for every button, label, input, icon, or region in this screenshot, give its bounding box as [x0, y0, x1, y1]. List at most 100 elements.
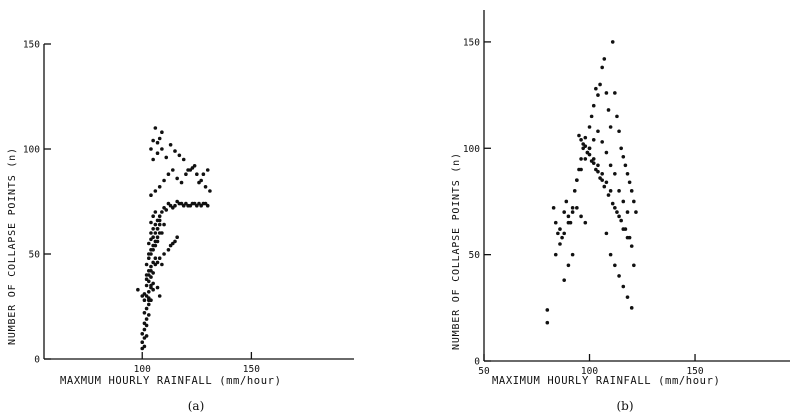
chart-a-point — [146, 241, 151, 246]
chart-b-point — [615, 210, 619, 214]
chart-b-point — [608, 163, 613, 168]
chart-a-point — [162, 178, 166, 183]
chart-b-y-tick-label: 150 — [463, 37, 480, 48]
chart-b-point — [579, 214, 583, 219]
chart-b-point — [617, 129, 621, 134]
chart-b-point — [600, 172, 604, 176]
chart-a-panel-label: (a) — [188, 399, 205, 413]
chart-a-point — [181, 157, 186, 162]
chart-b-point — [587, 152, 592, 157]
chart-a-point — [144, 334, 149, 338]
chart-a-point — [173, 203, 177, 208]
chart-a-point — [157, 218, 162, 223]
chart-b-point — [627, 180, 632, 185]
chart-a-point — [166, 172, 171, 176]
chart-a-point — [195, 172, 199, 176]
chart-b-point — [613, 206, 617, 210]
chart-b-point — [610, 40, 615, 44]
chart-a-x-tick-label: 100 — [134, 364, 151, 375]
chart-a-point — [175, 176, 179, 181]
chart-b-point — [596, 163, 600, 168]
chart-a-point — [157, 256, 162, 261]
chart-a-point — [155, 260, 160, 265]
chart-a-point — [144, 306, 149, 311]
chart-a-point — [149, 264, 153, 269]
chart-a: 0 50 100 150 100 150 MAXMUM HOURLY RAINFALL … — [7, 40, 354, 413]
chart-b-point — [606, 193, 611, 197]
chart-b-point — [591, 137, 596, 142]
chart-a-y-axis-label: NUMBER OF COLLAPSE POINTS (n) — [7, 147, 18, 345]
chart-b-point — [570, 206, 575, 210]
chart-b-point — [634, 210, 638, 214]
chart-a-point — [153, 222, 158, 227]
chart-a-point — [142, 311, 147, 315]
chart-a-point — [175, 235, 179, 239]
chart-a-point — [146, 313, 151, 317]
chart-b-x-tick-label: 50 — [478, 366, 490, 377]
chart-b-y-tick-label: 0 — [474, 357, 480, 368]
chart-a-point — [205, 168, 210, 172]
chart-a-point — [164, 155, 169, 160]
chart-b-point — [553, 252, 558, 257]
chart-b-point — [566, 214, 571, 219]
chart-a-point — [149, 285, 153, 290]
chart-b-point — [629, 189, 634, 193]
chart-a-point — [168, 143, 173, 147]
chart-a-x-axis-label: MAXMUM HOURLY RAINFALL (mm/hour) — [60, 375, 282, 387]
chart-b-point — [570, 252, 575, 257]
chart-a-point — [157, 231, 162, 235]
chart-b-point — [617, 189, 621, 193]
chart-b-point — [583, 144, 588, 148]
chart-a-point — [155, 235, 160, 239]
chart-b-point — [551, 206, 556, 210]
chart-a-point — [153, 210, 158, 214]
chart-a-point — [160, 147, 164, 151]
chart-b-point — [562, 278, 566, 282]
chart-a-point — [171, 168, 175, 172]
chart-b-point — [579, 137, 583, 142]
chart-a-point — [157, 294, 162, 298]
chart-b-point — [587, 146, 592, 151]
chart-b-point — [604, 91, 609, 95]
chart-b-x-axis-label: MAXIMUM HOURLY RAINFALL (mm/hour) — [492, 375, 720, 387]
chart-b-point — [613, 91, 617, 95]
chart-b-point — [558, 242, 562, 246]
chart-a-x-ticks: 100 150 — [134, 352, 260, 375]
chart-a-point — [151, 235, 155, 239]
chart-b-point — [564, 199, 569, 204]
chart-b-point — [623, 227, 628, 231]
chart-a-point — [151, 214, 155, 218]
chart-a-point — [155, 140, 160, 145]
chart-a-point — [173, 149, 177, 153]
chart-a-point — [144, 294, 149, 298]
chart-b-point — [619, 218, 623, 223]
chart-a-y-tick-label: 100 — [23, 145, 40, 156]
chart-a-point — [151, 248, 155, 252]
chart-b-point — [594, 86, 598, 91]
chart-a-point — [146, 256, 151, 261]
chart-a-point — [162, 222, 166, 227]
chart-b-x-ticks: 50 100 150 — [478, 354, 704, 377]
chart-b-point — [604, 180, 609, 185]
chart-b-point — [591, 103, 596, 108]
chart-a-point — [186, 168, 190, 172]
chart-b-point — [613, 263, 617, 268]
chart-b-point — [600, 178, 604, 182]
chart-a-point — [205, 203, 210, 208]
chart-a-point — [153, 231, 158, 235]
chart-b-point — [562, 231, 566, 236]
chart-b-point — [625, 295, 630, 299]
chart-a-point — [160, 210, 164, 214]
chart-b-point — [596, 93, 600, 97]
chart-b-point — [621, 154, 626, 159]
chart-b-point — [587, 125, 592, 129]
chart-b-point — [625, 172, 630, 176]
chart-b-point — [583, 220, 588, 225]
chart-a-point — [155, 239, 160, 244]
chart-a-y-ticks: 0 50 100 150 — [23, 40, 51, 366]
chart-b-points — [545, 40, 638, 325]
chart-b-point — [558, 227, 562, 231]
chart-a-point — [144, 273, 149, 277]
